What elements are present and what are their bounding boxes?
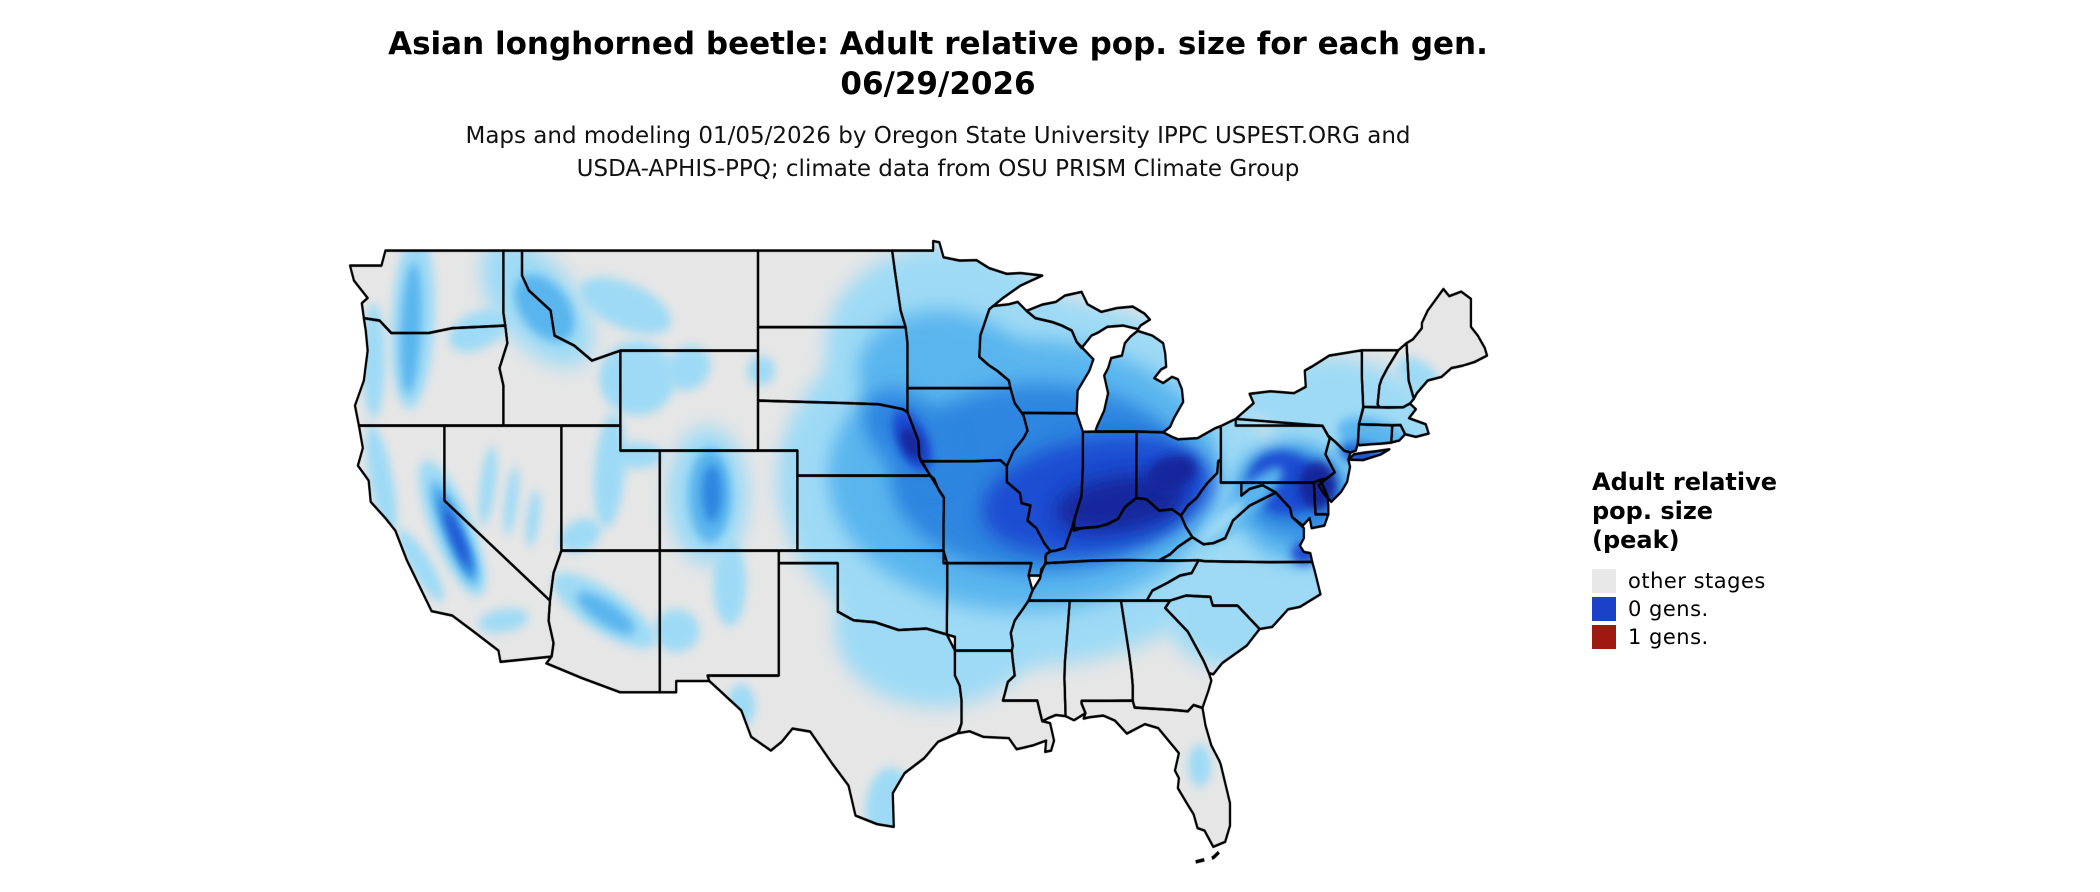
legend-item-label: 0 gens. [1628,597,1709,621]
legend-title-line3: (peak) [1592,526,1680,554]
legend-items: other stages 0 gens. 1 gens. [1592,569,1922,649]
legend-title: Adult relative pop. size (peak) [1592,468,1922,555]
legend-title-line2: pop. size [1592,497,1714,525]
credits-line-2: USDA-APHIS-PPQ; climate data from OSU PR… [576,156,1300,182]
page-title: Asian longhorned beetle: Adult relative … [388,26,1488,62]
credits-line-1: Maps and modeling 01/05/2026 by Oregon S… [465,123,1411,149]
us-conus-population-map [348,239,1489,864]
legend-item-other-stages: other stages [1592,569,1922,593]
legend-item-label: 1 gens. [1628,625,1709,649]
legend: Adult relative pop. size (peak) other st… [1592,468,1922,653]
legend-item-0-gens: 0 gens. [1592,597,1922,621]
header: Asian longhorned beetle: Adult relative … [0,24,1876,186]
map-credits: Maps and modeling 01/05/2026 by Oregon S… [0,120,1876,186]
legend-item-label: other stages [1628,569,1766,593]
legend-item-1-gens: 1 gens. [1592,625,1922,649]
legend-swatch-other-stages [1592,569,1616,593]
legend-swatch-0-gens [1592,597,1616,621]
legend-swatch-1-gens [1592,625,1616,649]
page-title-date: 06/29/2026 [840,66,1036,102]
legend-title-line1: Adult relative [1592,468,1778,496]
